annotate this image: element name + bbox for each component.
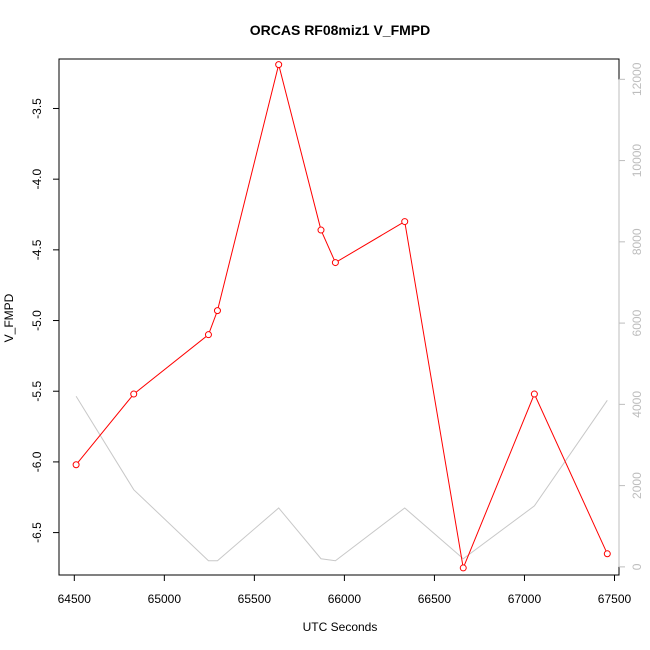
- red-data-point: [603, 550, 611, 558]
- red-data-point: [530, 390, 538, 398]
- x-tick-label: 67000: [508, 592, 542, 606]
- red-data-point: [204, 331, 212, 339]
- grey-series-line: [75, 395, 608, 562]
- x-axis: 64500 65000 65500 66000 66500 67000 67500: [58, 574, 632, 606]
- y2-tick-label: 12000: [630, 62, 644, 96]
- red-data-point: [317, 226, 325, 234]
- x-tick-label: 65500: [238, 592, 272, 606]
- x-tick-label: 66500: [418, 592, 452, 606]
- y-tick-label: -6.0: [30, 451, 44, 472]
- y-tick-label: -4.5: [30, 239, 44, 260]
- red-data-point: [331, 259, 339, 267]
- y2-tick-label: 0: [630, 563, 644, 570]
- y-axis-title: V_FMPD: [2, 293, 16, 342]
- chart-title: ORCAS RF08miz1 V_FMPD: [250, 22, 430, 38]
- y-tick-label: -6.5: [30, 522, 44, 543]
- red-data-point: [275, 61, 283, 69]
- red-data-point: [213, 307, 221, 315]
- left-axis-series-layer: [72, 61, 611, 572]
- y2-tick-label: 10000: [630, 144, 644, 178]
- red-data-point: [72, 461, 80, 469]
- y2-tick-label: 8000: [630, 228, 644, 255]
- y2-tick-label: 4000: [630, 391, 644, 418]
- y-tick-label: -5.5: [30, 381, 44, 402]
- y-tick-label: -3.5: [30, 98, 44, 119]
- y2-tick-label: 6000: [630, 309, 644, 336]
- y-tick-label: -4.0: [30, 169, 44, 190]
- x-tick-label: 67500: [598, 592, 632, 606]
- y-axis-left: -6.5 -6.0 -5.5 -5.0 -4.5 -4.0 -3.5: [30, 98, 60, 543]
- red-data-point: [459, 564, 467, 572]
- red-data-point: [130, 390, 138, 398]
- y-tick-label: -5.0: [30, 310, 44, 331]
- x-tick-label: 64500: [58, 592, 92, 606]
- right-axis-series-layer: [75, 395, 608, 562]
- y-axis-right: 0 2000 4000 6000 8000 10000 12000: [618, 62, 644, 570]
- red-data-point: [401, 218, 409, 226]
- y2-tick-label: 2000: [630, 472, 644, 499]
- x-tick-label: 66000: [328, 592, 362, 606]
- x-axis-title: UTC Seconds: [303, 620, 378, 634]
- x-tick-label: 65000: [148, 592, 182, 606]
